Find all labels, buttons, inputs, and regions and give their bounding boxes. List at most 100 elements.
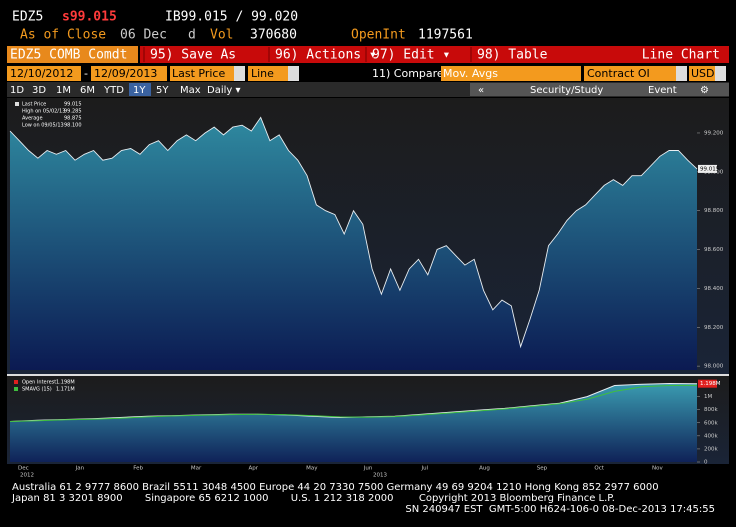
right-tabs	[470, 83, 729, 96]
year-label: 2013	[373, 473, 387, 479]
stat-value: 98.100	[64, 123, 82, 129]
currency[interactable]: USD	[691, 67, 715, 80]
stat-label: Last Price	[22, 102, 46, 108]
x-tick-label: Sep	[537, 466, 548, 472]
stat-label: Average	[22, 116, 43, 122]
start[interactable]: 12/10/2012	[10, 67, 73, 80]
end-field[interactable]	[91, 66, 167, 81]
x-tick-label: May	[306, 466, 318, 472]
blank-field[interactable]	[501, 66, 581, 81]
mov-avgs[interactable]: Mov. Avgs	[443, 67, 498, 80]
last-marker	[698, 379, 717, 388]
toolbar-button[interactable]: 96) Actions ▾	[275, 48, 377, 63]
oi: 1197561	[418, 28, 473, 43]
security[interactable]: EDZ5 COMB Comdt	[10, 48, 127, 63]
compare[interactable]: 11) Compare	[372, 67, 444, 80]
toolbar-bar	[140, 46, 729, 63]
toolbar-button[interactable]: 98) Table	[477, 48, 548, 63]
y-tick-label: 200k	[704, 446, 718, 452]
y-tick-label: 800k	[704, 407, 718, 413]
area-fill	[10, 117, 697, 371]
dropdown[interactable]	[715, 66, 726, 81]
period-tab[interactable]: 5Y	[156, 85, 169, 96]
period-tab[interactable]: 1Y	[133, 85, 146, 96]
last-marker	[698, 164, 717, 173]
period-tab[interactable]: YTD	[103, 85, 124, 96]
stat-label: Low on 09/05/13	[22, 123, 64, 129]
legend-swatch	[15, 102, 19, 106]
stat-label: High on 05/02/13	[22, 109, 65, 115]
dropdown[interactable]	[234, 66, 245, 81]
oi-label: OpenInt	[351, 28, 406, 43]
dropdown[interactable]	[288, 66, 299, 81]
right-tab[interactable]: «	[478, 85, 484, 96]
vol-label: Vol	[210, 28, 233, 43]
legend-name: Open Interest	[22, 380, 56, 386]
period-tab[interactable]: 1D	[10, 85, 24, 96]
period: d	[188, 28, 196, 43]
y-tick-label: 98.400	[704, 286, 724, 292]
period-tab[interactable]: Daily ▾	[207, 85, 241, 96]
x-tick-label: Mar	[191, 466, 202, 472]
bid-ask: IB99.015 / 99.020	[165, 10, 298, 25]
footer-line: Japan 81 3 3201 8900 Singapore 65 6212 1…	[11, 493, 615, 504]
last-value: 1.198M	[700, 381, 721, 387]
right-tab[interactable]: Security/Study	[530, 85, 603, 96]
last-value: 99.015	[700, 166, 720, 172]
toolbar-button[interactable]: 97) Edit ▾	[372, 48, 450, 63]
vol: 370680	[250, 28, 297, 43]
stat-value: 98.875	[64, 116, 82, 122]
currency-box[interactable]	[689, 66, 715, 81]
y-tick-label: 98.000	[704, 364, 724, 370]
right-tab[interactable]: ⚙	[700, 85, 709, 96]
field[interactable]: Last Price	[172, 67, 225, 80]
line	[9, 384, 698, 422]
style[interactable]: Line	[251, 67, 274, 80]
period-tab[interactable]: Max	[180, 85, 201, 96]
area-fill	[10, 383, 697, 462]
y-tick-label: 98.600	[704, 247, 724, 253]
start-field[interactable]	[7, 66, 81, 81]
right-tab[interactable]: Event	[648, 85, 677, 96]
dropdown[interactable]	[676, 66, 687, 81]
ticker: EDZ5	[12, 10, 43, 25]
x-tick-label: Dec	[18, 466, 29, 472]
x-tick-label: Jul	[420, 466, 428, 472]
x-tick-label: Nov	[652, 466, 663, 472]
toolbar-button[interactable]: 95) Save As	[150, 48, 236, 63]
year-label: 2012	[20, 473, 34, 479]
dash: -	[84, 67, 88, 80]
security-box[interactable]	[7, 46, 138, 63]
contract[interactable]: Contract OI	[587, 67, 650, 80]
view[interactable]: Line Chart	[642, 48, 720, 63]
style-box[interactable]	[248, 66, 288, 81]
period-tab[interactable]: 1M	[56, 85, 71, 96]
line	[9, 116, 698, 349]
x-tick-label: Apr	[249, 466, 259, 472]
period-tab[interactable]: 6M	[80, 85, 95, 96]
tab-active	[129, 83, 151, 96]
contract-box[interactable]	[584, 66, 676, 81]
y-tick-label: 600k	[704, 420, 718, 426]
y-tick-label: 98.800	[704, 208, 724, 214]
x-tick-label: Jun	[363, 466, 373, 472]
x-tick-label: Aug	[479, 466, 490, 472]
x-tick-label: Jan	[75, 466, 85, 472]
y-tick-label: 1M	[704, 394, 712, 400]
field-box[interactable]	[170, 66, 234, 81]
footer-line: Australia 61 2 9777 8600 Brazil 5511 304…	[12, 482, 659, 493]
y-tick-label: 0	[704, 460, 708, 466]
x-tick-label: Oct	[594, 466, 604, 472]
mov-avgs-box[interactable]	[441, 66, 501, 81]
end[interactable]: 12/09/2013	[94, 67, 157, 80]
legend-value: 1.171M	[56, 387, 75, 393]
legend-swatch	[14, 387, 18, 391]
price: s99.015	[62, 10, 117, 25]
period-tab[interactable]: 3D	[32, 85, 46, 96]
legend-swatch	[14, 380, 18, 384]
x-tick-label: Feb	[133, 466, 143, 472]
y-tick-label: 400k	[704, 433, 718, 439]
as-of: As of Close	[20, 28, 106, 43]
date: 06 Dec	[120, 28, 167, 43]
